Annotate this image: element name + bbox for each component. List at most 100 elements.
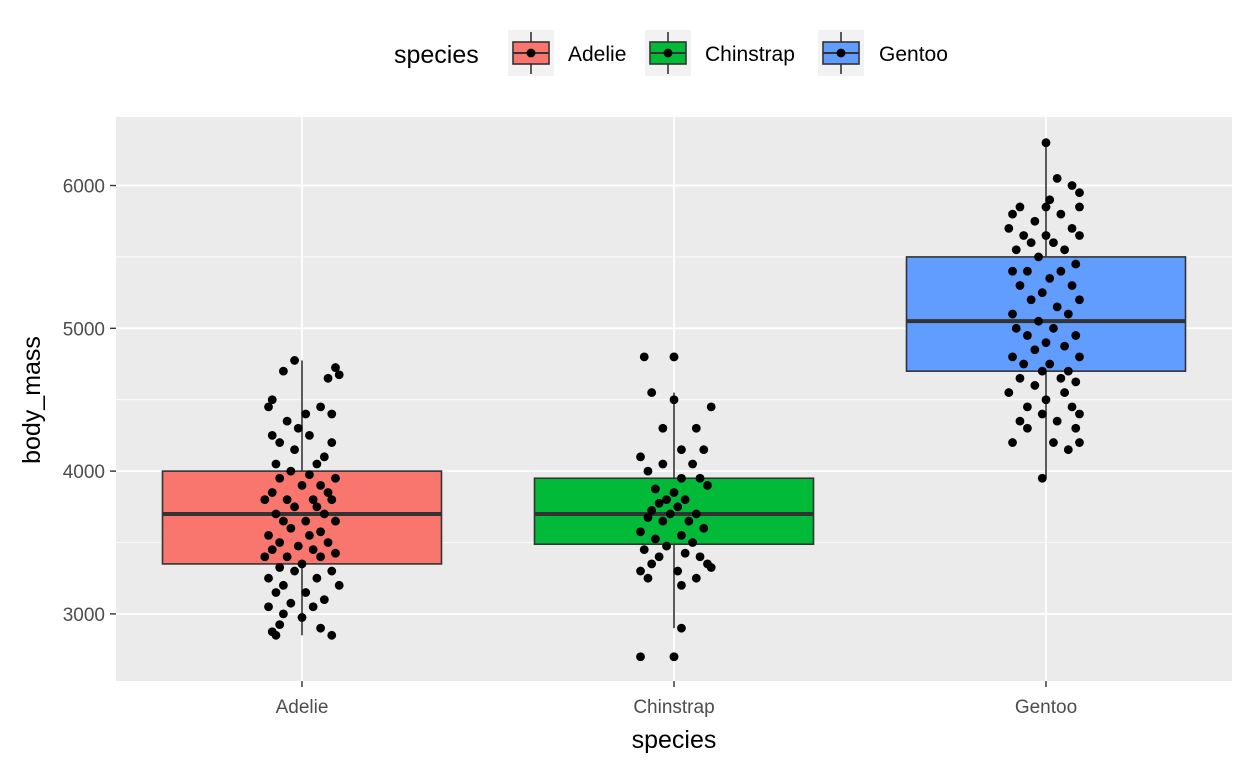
data-point [1034,316,1043,326]
data-point [643,513,653,522]
data-point [312,502,322,512]
data-point [316,527,325,537]
data-point [308,602,318,612]
data-point [688,459,697,469]
data-point [267,488,277,497]
data-point [297,613,307,622]
data-point [688,538,697,547]
data-point [264,402,273,412]
data-point [297,480,307,490]
data-point [1037,366,1047,376]
data-point [316,480,325,490]
data-point [308,545,318,555]
y-tick-label: 3000 [63,605,105,626]
data-point [1008,266,1017,276]
data-point [264,602,273,612]
data-point [323,373,333,383]
data-point [293,541,303,551]
data-point [636,566,645,576]
y-tick-label: 4000 [63,462,105,483]
data-point [323,538,333,547]
data-point [1063,366,1073,376]
data-point [331,516,340,526]
data-point [1067,281,1077,290]
data-point [1041,202,1051,212]
data-point [677,445,686,455]
data-point [275,473,285,483]
data-point [323,488,333,497]
data-point [677,580,686,590]
data-point [706,402,716,412]
legend-title: species [394,41,479,69]
data-point [316,552,325,562]
data-point [305,431,314,440]
data-point [275,620,285,629]
data-point [658,423,668,433]
data-point [695,473,705,483]
data-point [1015,373,1025,383]
data-point [1063,309,1073,319]
data-point [691,423,701,433]
data-point [699,445,709,455]
data-point [319,595,329,605]
data-point [651,484,660,494]
data-point [691,509,701,519]
data-point [636,452,645,462]
data-point [1037,473,1047,483]
data-point [264,573,273,583]
data-point [1075,202,1084,212]
data-point [669,488,679,497]
data-point [1063,445,1073,455]
x-tick-label: Chinstrap [633,697,714,718]
data-point [1056,373,1066,383]
data-point [1045,195,1055,205]
data-point [1037,409,1047,419]
data-point [312,459,322,469]
data-point [334,370,344,380]
data-point [654,552,664,562]
box-iqr [905,256,1187,372]
legend-key-point [663,48,673,58]
data-point [1019,359,1029,369]
data-point [1008,309,1017,319]
data-point [305,530,314,540]
data-point [1052,416,1062,426]
data-point [1071,331,1081,340]
data-point [271,509,281,519]
x-axis-title: species [632,726,717,754]
data-point [279,516,288,526]
data-point [658,459,668,469]
data-point [290,445,299,455]
data-point [1060,388,1069,397]
data-point [703,480,712,490]
data-point [1008,438,1017,447]
data-point [1026,238,1036,248]
data-point [286,466,296,476]
data-point [1052,173,1062,183]
x-tick-label: Gentoo [1015,697,1077,718]
data-point [654,498,664,508]
data-point [1075,352,1084,362]
data-point [673,566,683,576]
data-point [1011,245,1021,255]
legend-key-point [526,48,536,58]
data-point [647,388,657,397]
data-point [1056,209,1066,219]
data-point [279,366,288,376]
data-point [297,559,307,569]
data-point [1049,323,1058,333]
data-point [282,495,292,505]
data-point [647,505,657,515]
data-point [1008,352,1017,362]
data-point [647,559,657,569]
data-point [267,431,277,440]
data-point [636,527,645,537]
data-point [1075,295,1084,305]
data-point [639,545,649,555]
y-tick-label: 6000 [63,177,105,198]
data-point [1015,202,1025,212]
data-point [1060,341,1069,351]
data-point [1041,395,1051,405]
data-point [286,523,296,533]
data-point [651,534,660,544]
